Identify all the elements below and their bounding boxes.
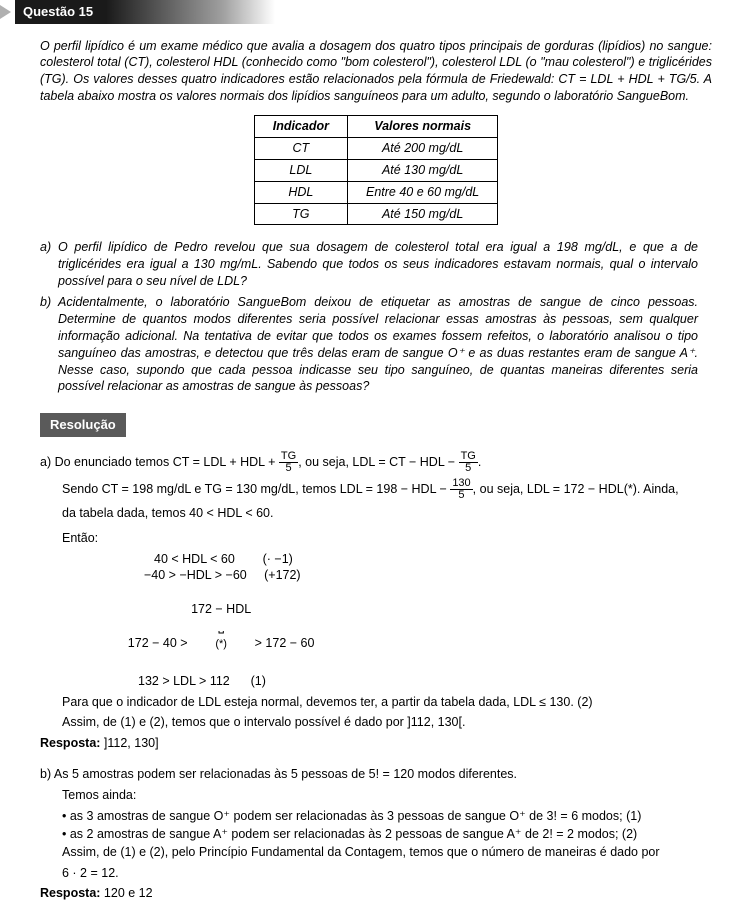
text-b: Acidentalmente, o laboratório SangueBom … [58, 294, 698, 395]
cell-tg-v: Até 150 mg/dL [347, 203, 497, 225]
sol-a-line1: a) Do enunciado temos CT = LDL + HDL + T… [40, 451, 712, 474]
sol-a-line2b: da tabela dada, temos 40 < HDL < 60. [62, 505, 712, 522]
resp-label: Resposta: [40, 886, 100, 900]
sol-a-p4: Assim, de (1) e (2), temos que o interva… [62, 714, 712, 731]
step3: 172 − 40 > 172 − HDL⎵(*) > 172 − 60 [100, 584, 712, 668]
fraction-130-5: 1305 [450, 478, 472, 501]
sol-a-steps: 40 < HDL < 60 (· −1) −40 > −HDL > −60 (+… [100, 551, 712, 690]
resolution-header: Resolução [40, 413, 126, 437]
question-title: Questão 15 [15, 0, 275, 24]
sol-a-resp: Resposta: ]112, 130] [40, 735, 712, 752]
th-valores: Valores normais [347, 116, 497, 138]
question-b: b)Acidentalmente, o laboratório SangueBo… [40, 294, 712, 395]
cell-tg: TG [254, 203, 347, 225]
sol-b-p2: Temos ainda: [62, 787, 712, 804]
t: a) Do enunciado temos CT = LDL + HDL + [40, 455, 279, 469]
step2: −40 > −HDL > −60 (+172) [144, 567, 712, 584]
step4: 132 > LDL > 112 (1) [138, 673, 712, 690]
cell-ldl: LDL [254, 159, 347, 181]
sol-b-p3: Assim, de (1) e (2), pelo Princípio Fund… [62, 844, 712, 861]
values-table: Indicador Valores normais CTAté 200 mg/d… [254, 115, 499, 225]
resp-val: 120 e 12 [100, 886, 152, 900]
cell-ct-v: Até 200 mg/dL [347, 137, 497, 159]
sol-a-line2: Sendo CT = 198 mg/dL e TG = 130 mg/dL, t… [62, 478, 712, 501]
t: > 172 − 60 [251, 636, 314, 650]
t: 172 − 40 > [128, 636, 191, 650]
resp-val: ]112, 130] [100, 736, 158, 750]
sol-a-entao: Então: [62, 530, 712, 547]
t: Sendo CT = 198 mg/dL e TG = 130 mg/dL, t… [62, 482, 450, 496]
chevron-right-icon [0, 5, 11, 19]
step1: 40 < HDL < 60 (· −1) [154, 551, 712, 568]
solution-a: a) Do enunciado temos CT = LDL + HDL + T… [40, 451, 712, 752]
sol-b-p4: 6 · 2 = 12. [62, 865, 712, 882]
t: , ou seja, LDL = 172 − HDL(*). Ainda, [473, 482, 679, 496]
page-content: O perfil lipídico é um exame médico que … [0, 38, 740, 903]
question-header: Questão 15 [0, 0, 740, 24]
label-b: b) [40, 294, 58, 311]
underbrace: 172 − HDL⎵(*) [191, 601, 251, 652]
sol-b-bullets: • as 3 amostras de sangue O⁺ podem ser r… [62, 808, 712, 843]
solution-b: b) As 5 amostras podem ser relacionadas … [40, 766, 712, 902]
sol-b-p1: b) As 5 amostras podem ser relacionadas … [40, 766, 712, 783]
intro-text: O perfil lipídico é um exame médico que … [40, 38, 712, 106]
th-indicador: Indicador [254, 116, 347, 138]
sol-a-p3: Para que o indicador de LDL esteja norma… [62, 694, 712, 711]
bullet2: • as 2 amostras de sangue A⁺ podem ser r… [62, 826, 712, 843]
t: . [478, 455, 481, 469]
cell-ct: CT [254, 137, 347, 159]
resp-label: Resposta: [40, 736, 100, 750]
cell-ldl-v: Até 130 mg/dL [347, 159, 497, 181]
t: , ou seja, LDL = CT − HDL − [298, 455, 458, 469]
sol-b-resp: Resposta: 120 e 12 [40, 885, 712, 902]
fraction-tg5-1: TG5 [279, 451, 298, 474]
fraction-tg5-2: TG5 [459, 451, 478, 474]
text-a: O perfil lipídico de Pedro revelou que s… [58, 239, 698, 290]
cell-hdl-v: Entre 40 e 60 mg/dL [347, 181, 497, 203]
question-a: a)O perfil lipídico de Pedro revelou que… [40, 239, 712, 290]
bullet1: • as 3 amostras de sangue O⁺ podem ser r… [62, 808, 712, 825]
label-a: a) [40, 239, 58, 256]
cell-hdl: HDL [254, 181, 347, 203]
